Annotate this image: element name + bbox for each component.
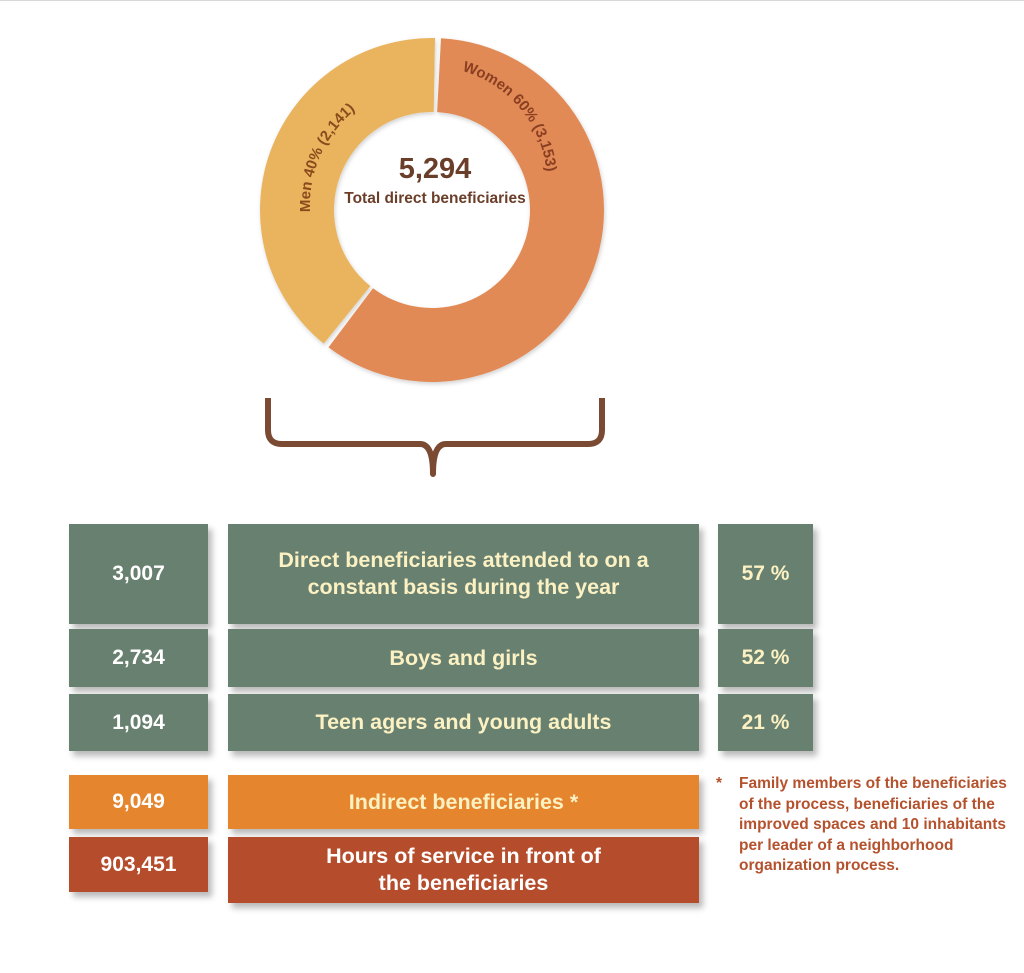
hours-of-service-label: Hours of service in front of the benefic… [228,837,699,903]
row-direct-percent: 57 % [718,524,813,624]
row-boys-girls-number: 2,734 [69,629,208,687]
row-direct-label: Direct beneficiaries attended to on a co… [228,524,699,624]
row-teens-label: Teen agers and young adults [228,694,699,751]
top-rule [0,0,1024,1]
row-boys-girls-percent: 52 % [718,629,813,687]
footnote-text: Family members of the beneficiaries of t… [739,775,1007,874]
row-teens-percent: 21 % [718,694,813,751]
donut-slice-men [260,38,436,344]
total-direct-beneficiaries-value: 5,294 [398,153,472,185]
total-direct-beneficiaries-label: Total direct beneficiaries [344,190,526,207]
beneficiaries-donut-chart: Women 60% (3,153) Men 40% (2,141) [260,38,605,477]
row-boys-girls-label: Boys and girls [228,629,699,687]
footnote-marker: * [716,775,723,792]
row-teens-number: 1,094 [69,694,208,751]
curly-brace [265,398,605,477]
indirect-beneficiaries-number: 9,049 [69,775,208,829]
indirect-beneficiaries-label: Indirect beneficiaries * [228,775,699,829]
hours-of-service-number: 903,451 [69,837,208,892]
row-direct-number: 3,007 [69,524,208,624]
donut-slice-women [328,38,605,383]
